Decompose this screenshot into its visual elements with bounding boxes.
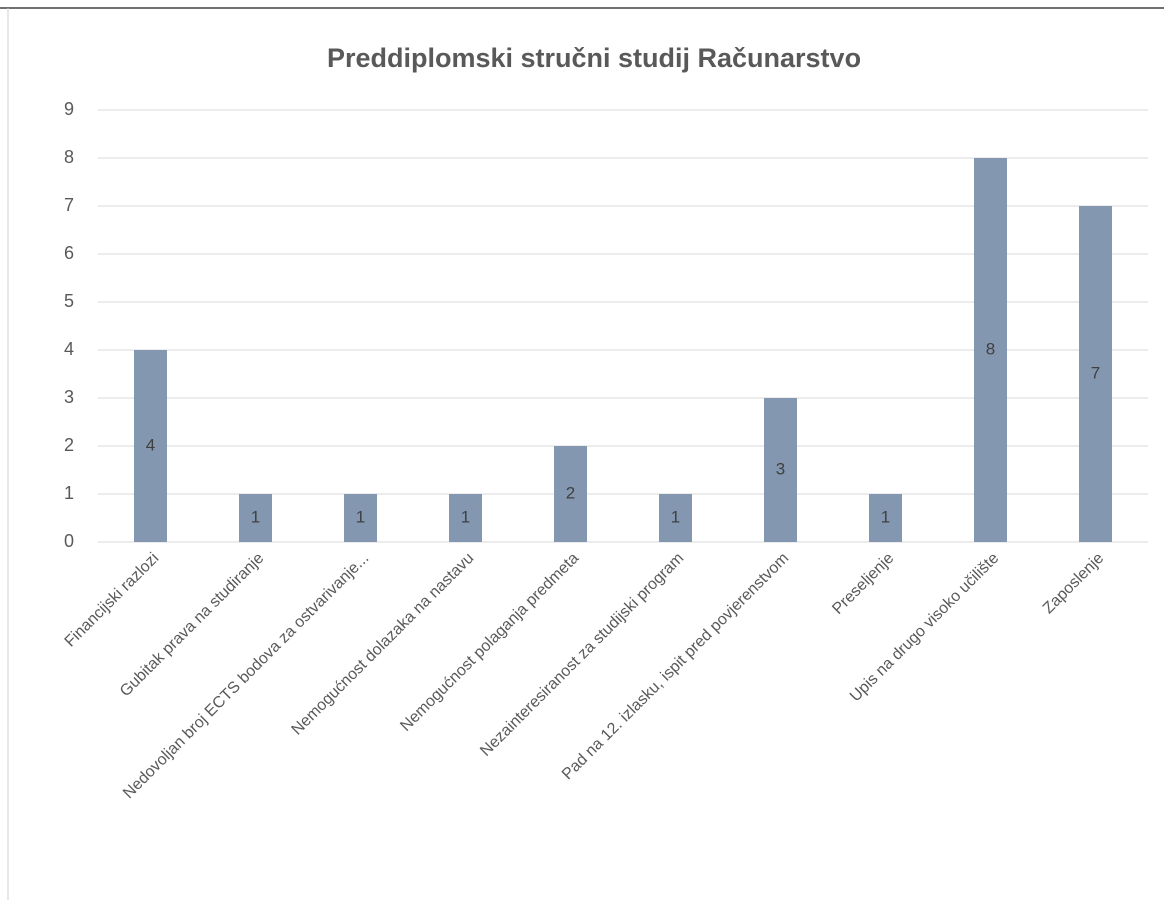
y-tick-label: 3 bbox=[64, 387, 74, 407]
y-tick-label: 5 bbox=[64, 291, 74, 311]
y-tick-label: 4 bbox=[64, 339, 74, 359]
bar bbox=[974, 158, 1007, 542]
y-tick-label: 1 bbox=[64, 483, 74, 503]
bar bbox=[659, 494, 692, 542]
bar bbox=[239, 494, 272, 542]
y-tick-label: 9 bbox=[64, 99, 74, 119]
y-tick-label: 6 bbox=[64, 243, 74, 263]
data-label: 7 bbox=[1091, 363, 1100, 382]
bar bbox=[344, 494, 377, 542]
data-label: 4 bbox=[146, 435, 155, 454]
data-label: 1 bbox=[356, 507, 365, 526]
x-tick-label: Zaposlenje bbox=[1040, 550, 1107, 617]
bar bbox=[449, 494, 482, 542]
x-tick-label: Nemogućnost dolazaka na nastavu bbox=[289, 550, 478, 739]
y-tick-label: 7 bbox=[64, 195, 74, 215]
data-label: 1 bbox=[671, 507, 680, 526]
data-label: 1 bbox=[461, 507, 470, 526]
bar bbox=[134, 350, 167, 542]
y-tick-label: 8 bbox=[64, 147, 74, 167]
data-label: 1 bbox=[881, 507, 890, 526]
x-tick-label: Nedovoljan broj ECTS bodova za ostvariva… bbox=[120, 550, 372, 802]
y-tick-label: 2 bbox=[64, 435, 74, 455]
chart-title: Preddiplomski stručni studij Računarstvo bbox=[327, 43, 861, 73]
x-tick-label: Nezainteresiranost za studijski program bbox=[477, 550, 687, 760]
x-tick-label: Financijski razlozi bbox=[62, 550, 163, 651]
bar bbox=[764, 398, 797, 542]
x-tick-label: Preseljenje bbox=[829, 550, 897, 618]
data-label: 1 bbox=[251, 507, 260, 526]
x-tick-label: Pad na 12. izlasku, ispit pred povjerens… bbox=[559, 550, 792, 783]
y-tick-label: 0 bbox=[64, 531, 74, 551]
data-label: 3 bbox=[776, 459, 785, 478]
bar bbox=[554, 446, 587, 542]
x-tick-label: Nemogućnost polaganja predmeta bbox=[397, 550, 582, 735]
bar bbox=[1079, 206, 1112, 542]
data-label: 8 bbox=[986, 339, 995, 358]
bar bbox=[869, 494, 902, 542]
data-label: 2 bbox=[566, 483, 575, 502]
